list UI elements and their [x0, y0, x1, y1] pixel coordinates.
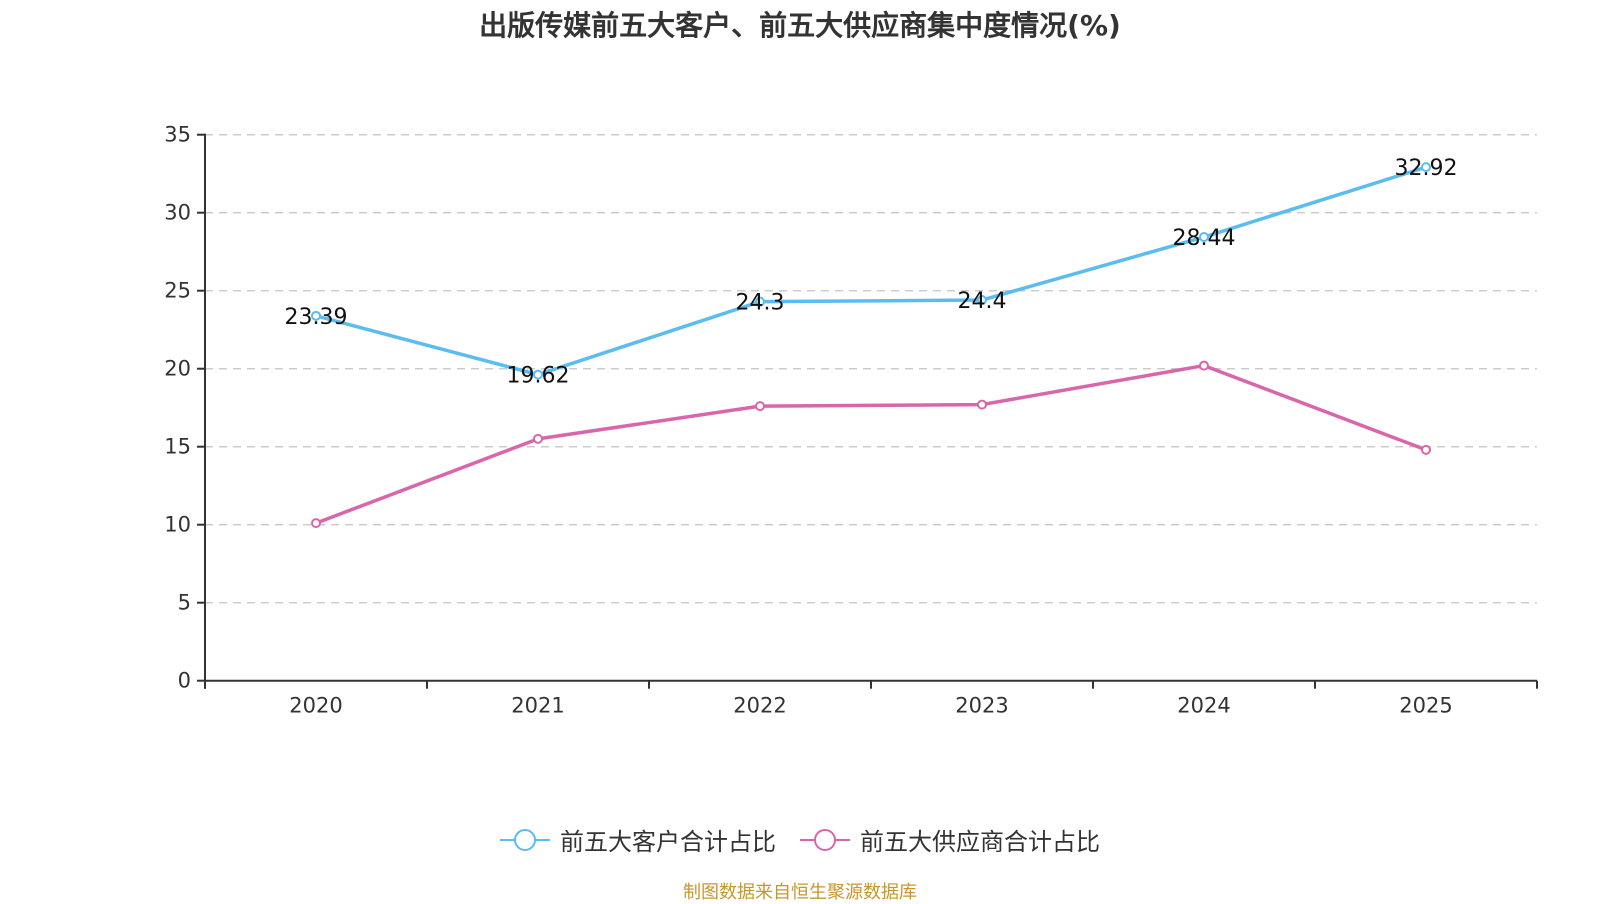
y-tick-label: 5 [178, 591, 191, 615]
data-point [533, 369, 543, 380]
legend-circle [514, 828, 536, 851]
x-tick-label: 2022 [733, 694, 786, 718]
series-line-1 [315, 363, 1427, 525]
data-label: 23.39 [285, 305, 348, 330]
data-label: 24.3 [736, 291, 785, 316]
data-point [1199, 232, 1209, 243]
data-label: 32.92 [1395, 156, 1458, 181]
series-group [311, 162, 1431, 529]
x-tick-label: 2020 [289, 694, 342, 718]
x-tick-label: 2021 [511, 694, 564, 718]
y-tick-label: 25 [164, 279, 191, 303]
circle-line-icon [500, 828, 550, 851]
data-label: 19.62 [507, 364, 570, 389]
legend-circle [814, 828, 836, 851]
data-point [977, 295, 987, 306]
legend: 前五大客户合计占比 前五大供应商合计占比 [0, 822, 1600, 857]
y-axis: 0 5 10 15 20 25 30 35 [164, 123, 206, 693]
legend-item-suppliers[interactable]: 前五大供应商合计占比 [800, 822, 1100, 857]
data-label: 24.4 [958, 289, 1007, 314]
series-line-0 [315, 165, 1427, 377]
data-point [1421, 444, 1431, 455]
legend-label: 前五大供应商合计占比 [860, 828, 1100, 856]
x-axis: 2020 2021 2022 2023 2024 2025 [204, 679, 1538, 718]
data-point [755, 296, 765, 307]
data-point [533, 433, 543, 444]
circle-line-icon [800, 828, 850, 851]
data-source-note: 制图数据来自恒生聚源数据库 [683, 882, 917, 903]
legend-item-customers[interactable]: 前五大客户合计占比 [500, 822, 776, 857]
y-tick-label: 30 [164, 201, 191, 225]
x-tick-label: 2025 [1399, 694, 1452, 718]
x-tick-label: 2024 [1177, 694, 1230, 718]
x-tick-label: 2023 [955, 694, 1008, 718]
legend-label: 前五大客户合计占比 [560, 828, 776, 856]
y-tick-label: 35 [164, 123, 191, 147]
data-labels: 23.39 19.62 24.3 24.4 28.44 32.92 [285, 156, 1458, 388]
y-tick-label: 15 [164, 435, 191, 459]
y-tick-label: 0 [178, 669, 191, 693]
gridlines [205, 133, 1537, 604]
data-point [1421, 162, 1431, 173]
chart-title: 出版传媒前五大客户、前五大供应商集中度情况(%) [479, 9, 1121, 42]
y-tick-label: 10 [164, 513, 191, 537]
data-point [1199, 360, 1209, 371]
data-label: 28.44 [1173, 226, 1236, 251]
data-point [977, 399, 987, 410]
y-tick-label: 20 [164, 357, 191, 381]
data-point [311, 310, 321, 321]
data-point [311, 518, 321, 529]
data-point [755, 401, 765, 412]
